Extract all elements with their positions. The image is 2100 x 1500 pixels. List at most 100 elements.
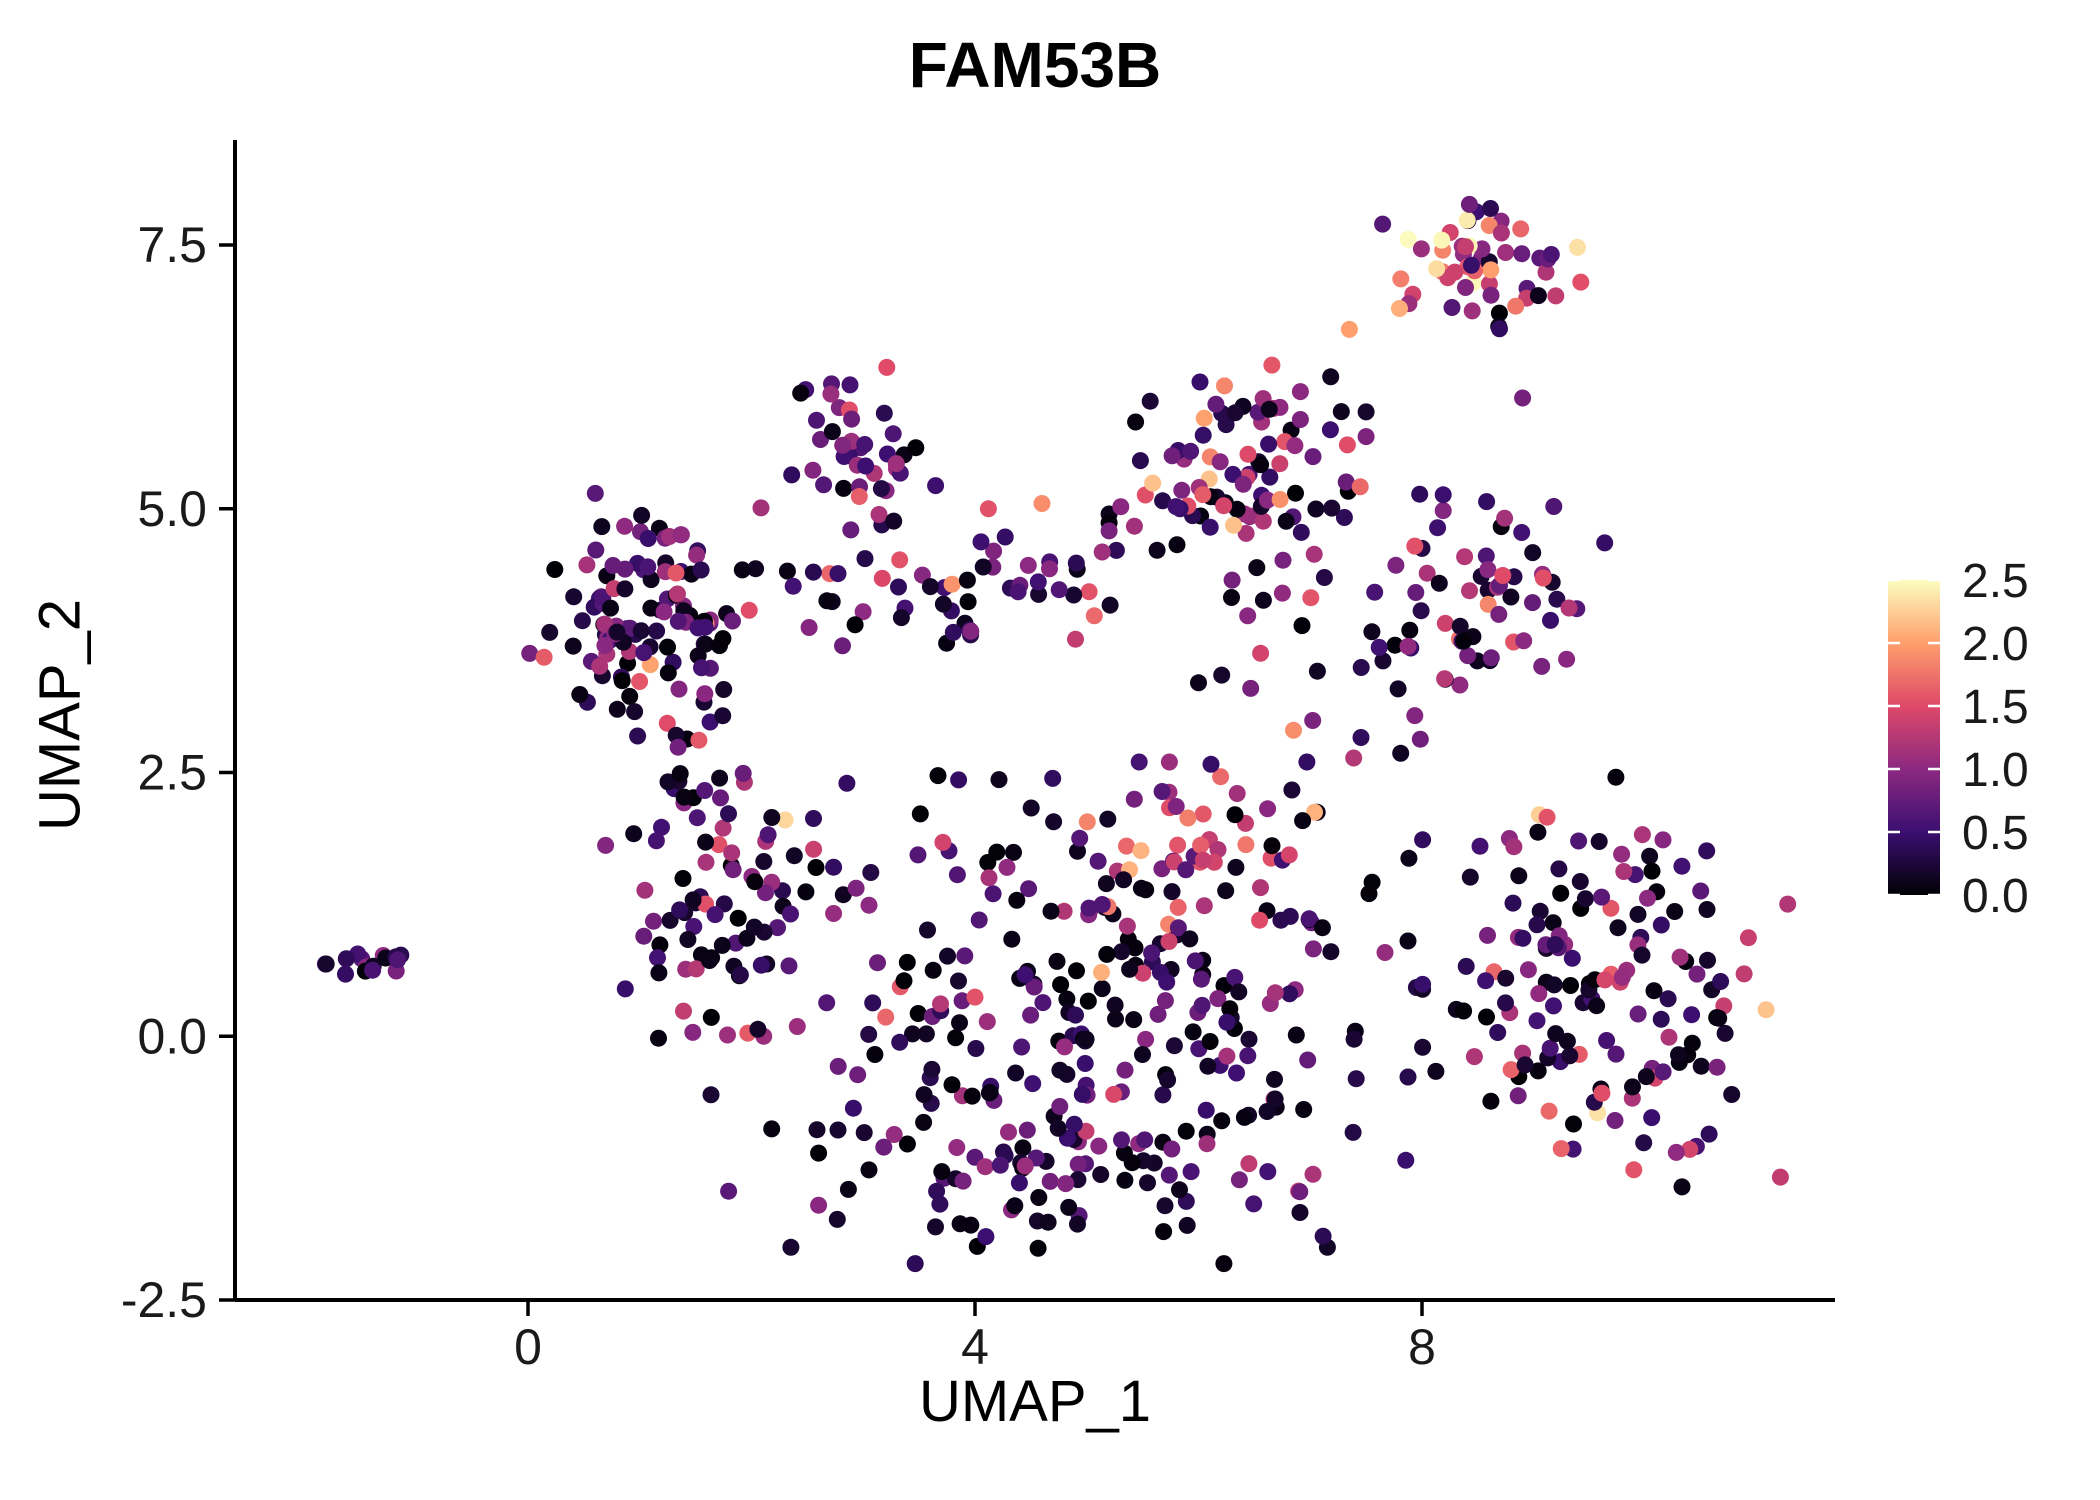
data-point bbox=[1629, 905, 1647, 923]
data-point bbox=[702, 1008, 720, 1026]
data-point bbox=[1160, 753, 1178, 771]
data-point bbox=[1078, 813, 1096, 831]
data-point bbox=[924, 961, 942, 979]
data-point bbox=[674, 870, 692, 887]
data-point bbox=[1700, 1125, 1718, 1143]
data-point bbox=[1069, 1215, 1086, 1233]
data-point bbox=[1237, 836, 1255, 854]
colorbar-tick-label: 1.0 bbox=[1962, 744, 2029, 797]
data-point bbox=[1414, 1038, 1432, 1056]
data-point bbox=[1482, 261, 1500, 279]
data-point bbox=[805, 810, 822, 827]
data-point bbox=[1639, 889, 1656, 907]
data-point bbox=[869, 954, 886, 972]
data-point bbox=[621, 687, 639, 705]
data-point bbox=[1228, 500, 1246, 518]
data-point bbox=[1552, 884, 1570, 902]
data-point bbox=[1304, 1165, 1322, 1183]
data-point bbox=[825, 858, 843, 876]
data-point bbox=[1006, 1197, 1024, 1215]
data-point bbox=[1374, 215, 1392, 233]
data-point bbox=[1514, 389, 1532, 407]
data-point bbox=[1387, 556, 1405, 574]
data-point bbox=[1374, 652, 1392, 670]
data-point bbox=[1436, 614, 1454, 632]
data-point bbox=[1528, 916, 1546, 934]
x-axis-label: UMAP_1 bbox=[918, 1369, 1152, 1434]
data-point bbox=[1068, 962, 1085, 980]
data-point bbox=[849, 1066, 867, 1084]
data-point bbox=[991, 1156, 1009, 1174]
data-point bbox=[1192, 836, 1210, 854]
data-point bbox=[979, 500, 997, 518]
data-point bbox=[834, 436, 852, 454]
data-point bbox=[875, 1138, 893, 1156]
data-point bbox=[835, 479, 853, 497]
data-point bbox=[1126, 939, 1144, 957]
data-point bbox=[626, 703, 644, 721]
data-point bbox=[950, 771, 968, 789]
data-point bbox=[844, 1099, 862, 1117]
data-point bbox=[571, 686, 589, 703]
data-point bbox=[1089, 852, 1107, 870]
data-point bbox=[1462, 256, 1480, 274]
data-point bbox=[1230, 983, 1248, 1001]
data-point bbox=[1234, 475, 1252, 493]
data-point bbox=[1202, 755, 1220, 773]
data-point bbox=[1712, 973, 1730, 990]
data-point bbox=[1451, 617, 1469, 635]
data-point bbox=[891, 1033, 909, 1051]
data-point bbox=[616, 517, 634, 535]
data-point bbox=[1105, 1085, 1123, 1103]
data-point bbox=[1018, 1121, 1036, 1139]
axes: 0 4 8 -2.5 0.0 2.5 5.0 7.5 bbox=[121, 140, 1835, 1375]
data-point bbox=[689, 619, 707, 637]
data-point bbox=[1029, 573, 1047, 591]
data-point bbox=[1451, 676, 1469, 694]
data-point bbox=[778, 562, 796, 580]
data-point bbox=[966, 988, 984, 1006]
data-point bbox=[642, 571, 660, 589]
data-point bbox=[1033, 495, 1051, 512]
data-point bbox=[1598, 1032, 1616, 1049]
data-point bbox=[711, 769, 729, 787]
data-point bbox=[978, 1013, 996, 1031]
data-point bbox=[1065, 1115, 1083, 1133]
data-point bbox=[1779, 895, 1797, 913]
data-point bbox=[1045, 813, 1063, 831]
data-point bbox=[783, 466, 801, 484]
colorbar-tick-label: 0.0 bbox=[1962, 870, 2029, 923]
data-point bbox=[1292, 523, 1310, 541]
data-point bbox=[1218, 1013, 1236, 1031]
data-point bbox=[1607, 1045, 1625, 1063]
x-tick-label: 4 bbox=[961, 1319, 989, 1375]
data-point bbox=[1134, 1046, 1151, 1063]
data-point bbox=[1430, 574, 1448, 592]
data-point bbox=[1482, 200, 1499, 217]
data-point bbox=[948, 1139, 966, 1156]
data-point bbox=[1194, 805, 1212, 823]
data-point bbox=[723, 844, 741, 862]
y-tick-label: 0.0 bbox=[137, 1008, 207, 1064]
data-point bbox=[921, 578, 939, 596]
x-tick-label: 0 bbox=[514, 1319, 542, 1375]
data-point bbox=[1347, 1070, 1365, 1088]
data-point bbox=[1148, 541, 1166, 559]
data-point bbox=[856, 436, 874, 453]
data-point bbox=[1482, 649, 1500, 667]
data-point bbox=[649, 949, 666, 967]
data-point bbox=[1182, 442, 1200, 460]
data-point bbox=[1020, 880, 1038, 898]
data-point bbox=[1116, 1171, 1134, 1189]
data-point bbox=[1098, 945, 1116, 963]
data-point bbox=[675, 788, 693, 806]
data-point bbox=[1218, 1047, 1236, 1065]
data-point bbox=[1039, 1213, 1057, 1231]
data-point bbox=[1457, 957, 1475, 975]
data-point bbox=[807, 859, 825, 876]
data-point bbox=[810, 1144, 828, 1162]
data-point bbox=[1529, 823, 1547, 841]
data-point bbox=[1295, 1101, 1313, 1118]
data-point bbox=[1673, 1178, 1691, 1196]
data-point bbox=[782, 905, 799, 923]
